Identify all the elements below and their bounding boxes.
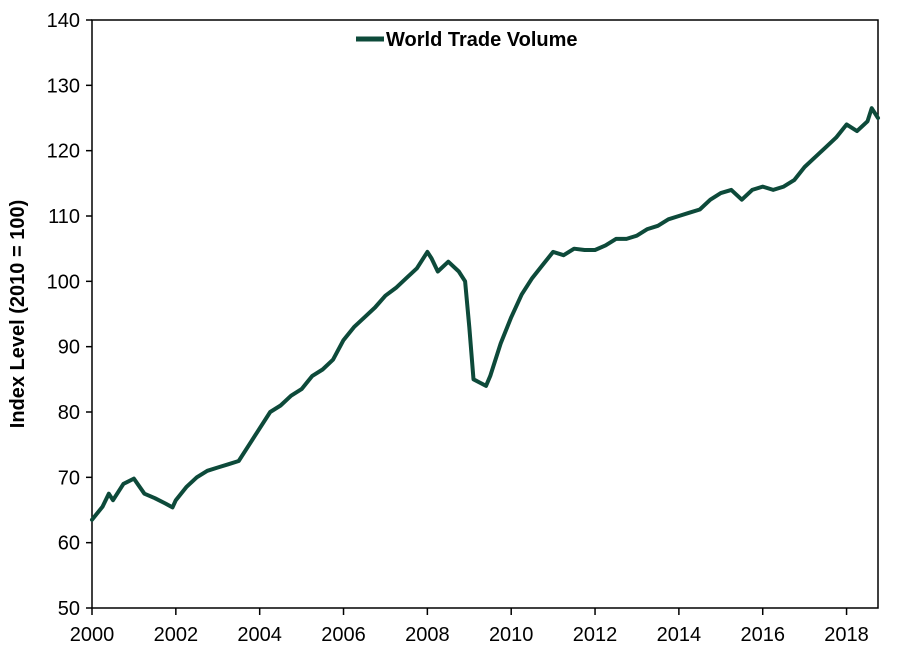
x-tick-label: 2018 (824, 624, 869, 646)
y-tick-label: 50 (58, 598, 80, 620)
y-axis: 50 60 70 80 90 100 110 120 130 140 (47, 10, 92, 620)
x-tick-label: 2006 (321, 624, 366, 646)
x-tick-label: 2014 (657, 624, 702, 646)
legend-label: World Trade Volume (386, 29, 578, 51)
x-tick-label: 2016 (740, 624, 785, 646)
x-tick-label: 2000 (70, 624, 115, 646)
series-layer (90, 106, 880, 522)
series-line-world-trade-volume (90, 106, 880, 522)
plot-area (91, 19, 879, 609)
y-tick-label: 110 (48, 206, 80, 228)
y-tick-label: 120 (47, 141, 80, 163)
x-tick-label: 2008 (405, 624, 450, 646)
x-tick-label: 2002 (154, 624, 199, 646)
plot-border (91, 19, 879, 609)
x-tick-label: 2010 (489, 624, 534, 646)
y-tick-label: 100 (47, 271, 80, 293)
y-tick-label: 140 (47, 10, 80, 32)
y-tick-label: 70 (58, 467, 80, 489)
y-axis-title: Index Level (2010 = 100) (7, 200, 29, 428)
x-tick-label: 2004 (237, 624, 282, 646)
y-tick-label: 130 (47, 75, 80, 97)
x-axis: 2000 2002 2004 2006 2008 2010 2012 2014 2016 2018 (70, 608, 869, 646)
x-tick-label: 2012 (573, 624, 618, 646)
y-tick-label: 60 (58, 533, 80, 555)
y-tick-label: 90 (58, 337, 80, 359)
legend: World Trade Volume (356, 29, 578, 51)
y-tick-label: 80 (58, 402, 80, 424)
